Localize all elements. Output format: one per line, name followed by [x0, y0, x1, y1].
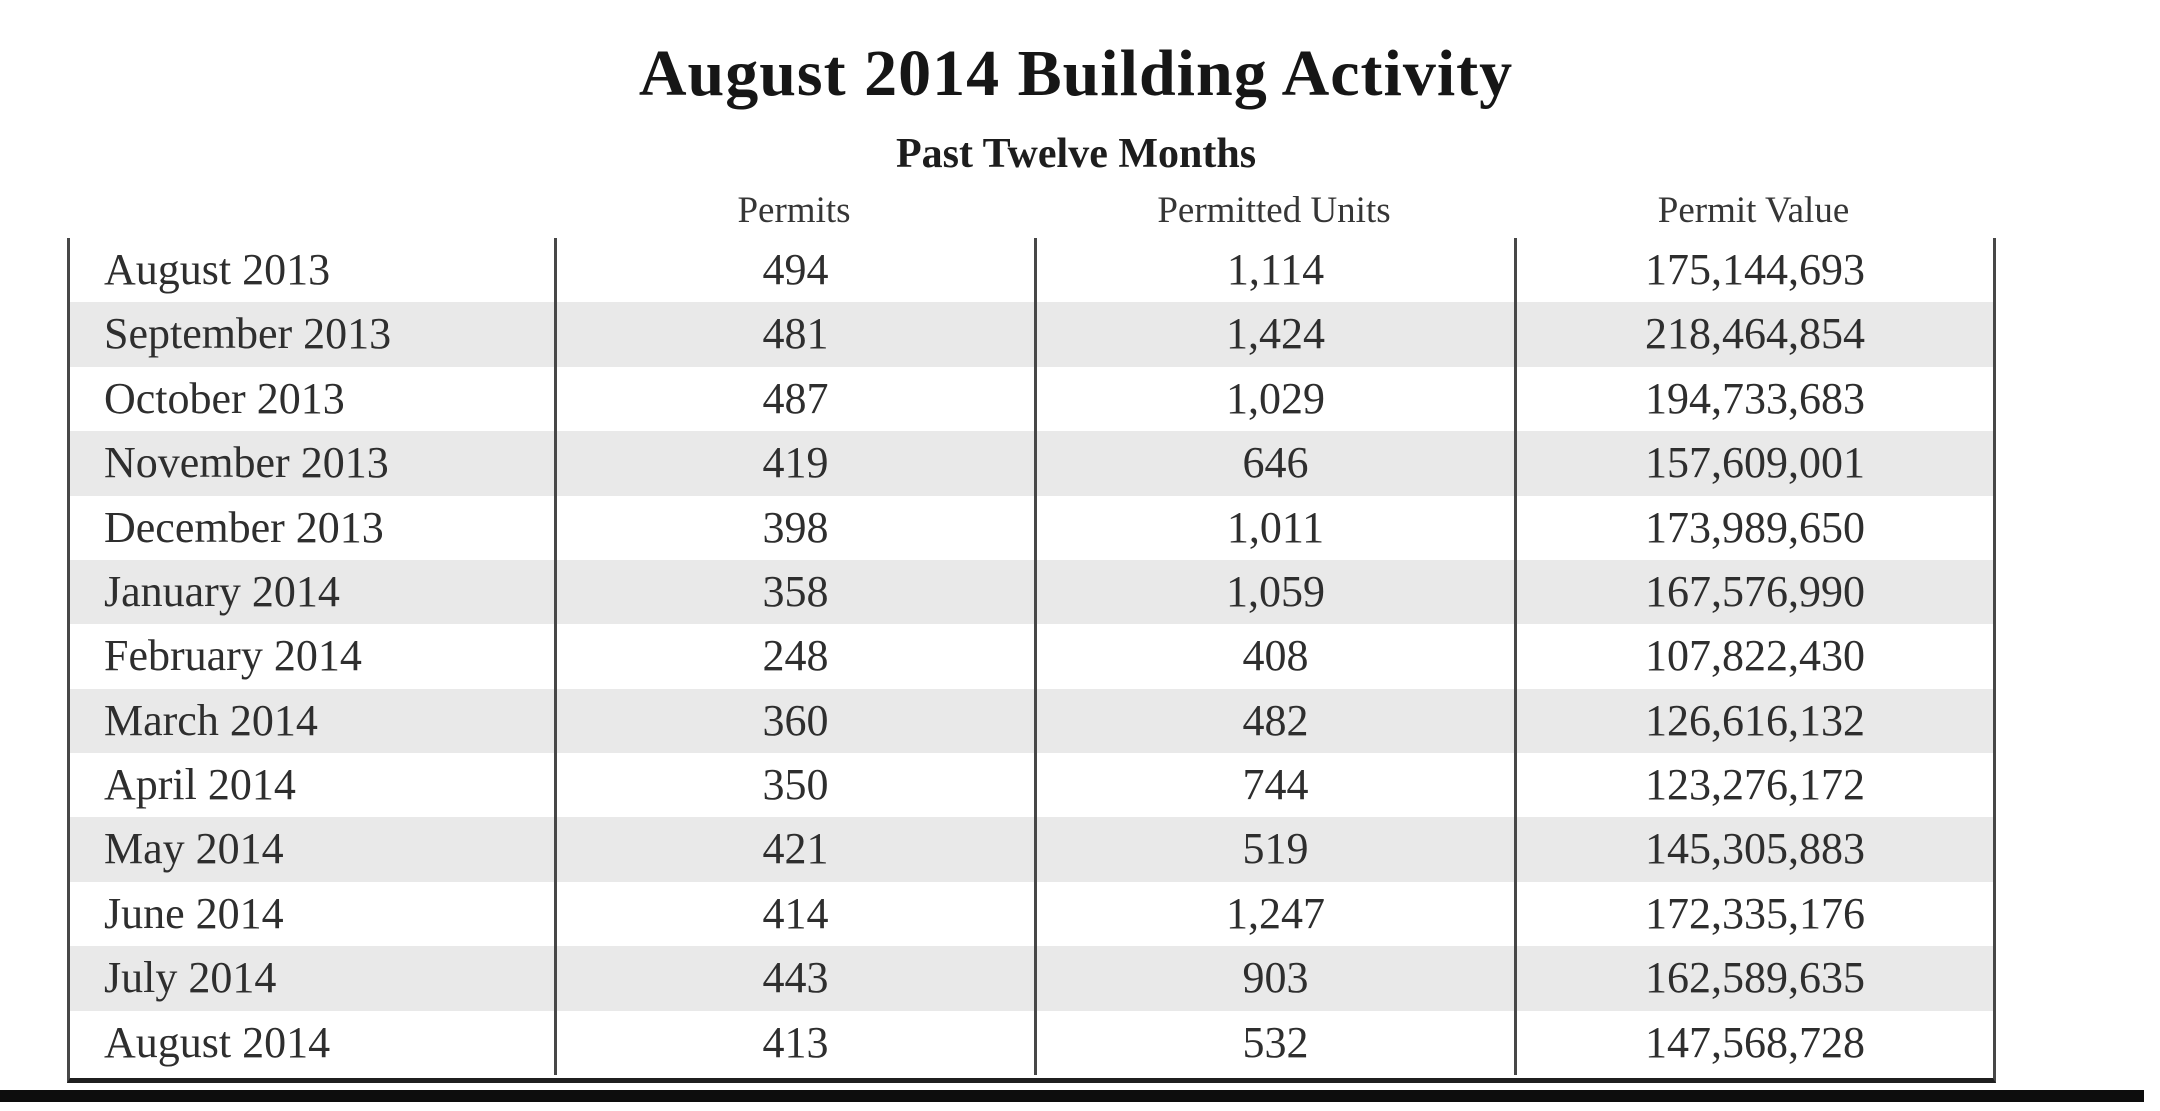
permitted-units-cell: 532: [1034, 1010, 1514, 1075]
column-header-permit-value: Permit Value: [1657, 190, 1850, 231]
permit-value-cell: 218,464,854: [1514, 302, 1993, 367]
permit-value-cell: 107,822,430: [1514, 624, 1993, 689]
table-row: August 2013 494 1,114 175,144,693: [70, 238, 1993, 303]
month-cell: July 2014: [104, 953, 277, 1003]
page-bottom-rule: [0, 1090, 2144, 1102]
month-cell: August 2013: [104, 245, 331, 294]
permitted-units-cell: 1,029: [1034, 366, 1514, 432]
permitted-units-cell: 482: [1034, 688, 1514, 753]
month-cell: November 2013: [104, 438, 389, 488]
permit-value-cell: 194,733,683: [1514, 366, 1993, 432]
permit-value-cell: 147,568,728: [1514, 1010, 1993, 1075]
table-row: July 2014 443 903 162,589,635: [70, 946, 1993, 1011]
permitted-units-cell: 1,011: [1034, 495, 1514, 560]
permits-cell: 494: [554, 238, 1034, 303]
permitted-units-cell: 1,247: [1034, 881, 1514, 947]
permit-value-cell: 175,144,693: [1514, 238, 1993, 303]
table-row: June 2014 414 1,247 172,335,176: [70, 881, 1993, 947]
permitted-units-cell: 1,059: [1034, 559, 1514, 625]
month-cell: June 2014: [104, 888, 284, 938]
month-cell: March 2014: [104, 695, 318, 745]
month-cell: October 2013: [104, 373, 345, 423]
permit-value-cell: 172,335,176: [1514, 881, 1993, 947]
permitted-units-cell: 744: [1034, 753, 1514, 818]
table-row: August 2014 413 532 147,568,728: [70, 1010, 1993, 1075]
permits-cell: 481: [554, 302, 1034, 367]
table-row: March 2014 360 482 126,616,132: [70, 688, 1993, 753]
month-cell: January 2014: [104, 566, 340, 616]
permitted-units-cell: 408: [1034, 624, 1514, 689]
permits-cell: 443: [554, 946, 1034, 1011]
month-cell: April 2014: [104, 760, 296, 809]
permit-value-cell: 145,305,883: [1514, 817, 1993, 882]
permitted-units-cell: 1,424: [1034, 302, 1514, 367]
column-header-permitted-units: Permitted Units: [1157, 190, 1391, 231]
permits-cell: 248: [554, 624, 1034, 689]
permits-cell: 360: [554, 688, 1034, 753]
table-row: January 2014 358 1,059 167,576,990: [70, 559, 1993, 625]
permits-cell: 398: [554, 495, 1034, 560]
month-cell: February 2014: [104, 631, 362, 681]
table-row: September 2013 481 1,424 218,464,854: [70, 302, 1993, 367]
permit-value-cell: 157,609,001: [1514, 431, 1993, 496]
table-row: December 2013 398 1,011 173,989,650: [70, 495, 1993, 560]
table-row: February 2014 248 408 107,822,430: [70, 624, 1993, 689]
page-subtitle: Past Twelve Months: [895, 131, 1257, 177]
permitted-units-cell: 519: [1034, 817, 1514, 882]
table-row: November 2013 419 646 157,609,001: [70, 431, 1993, 496]
permits-cell: 421: [554, 817, 1034, 882]
permits-cell: 419: [554, 431, 1034, 496]
month-cell: December 2013: [104, 502, 384, 552]
page-title: August 2014 Building Activity: [638, 37, 1514, 110]
permits-cell: 413: [554, 1010, 1034, 1075]
permit-value-cell: 126,616,132: [1514, 688, 1993, 753]
building-activity-table: August 2013 494 1,114 175,144,693 September …: [67, 238, 1996, 1083]
table-row: October 2013 487 1,029 194,733,683: [70, 366, 1993, 432]
permit-value-cell: 167,576,990: [1514, 559, 1993, 625]
permit-value-cell: 123,276,172: [1514, 753, 1993, 818]
column-header-month: [70, 189, 554, 238]
permitted-units-cell: 903: [1034, 946, 1514, 1011]
permits-cell: 487: [554, 366, 1034, 432]
permits-cell: 358: [554, 559, 1034, 625]
permitted-units-cell: 646: [1034, 431, 1514, 496]
table-row: May 2014 421 519 145,305,883: [70, 817, 1993, 882]
month-cell: August 2014: [104, 1017, 331, 1067]
month-cell: May 2014: [104, 824, 284, 874]
permitted-units-cell: 1,114: [1034, 238, 1514, 303]
column-header-permits: Permits: [737, 190, 851, 231]
permit-value-cell: 173,989,650: [1514, 495, 1993, 560]
permits-cell: 350: [554, 753, 1034, 818]
month-cell: September 2013: [104, 309, 392, 359]
table-row: April 2014 350 744 123,276,172: [70, 753, 1993, 818]
column-header-row: Permits Permitted Units Permit Value: [70, 189, 1993, 238]
permit-value-cell: 162,589,635: [1514, 946, 1993, 1011]
permits-cell: 414: [554, 881, 1034, 947]
